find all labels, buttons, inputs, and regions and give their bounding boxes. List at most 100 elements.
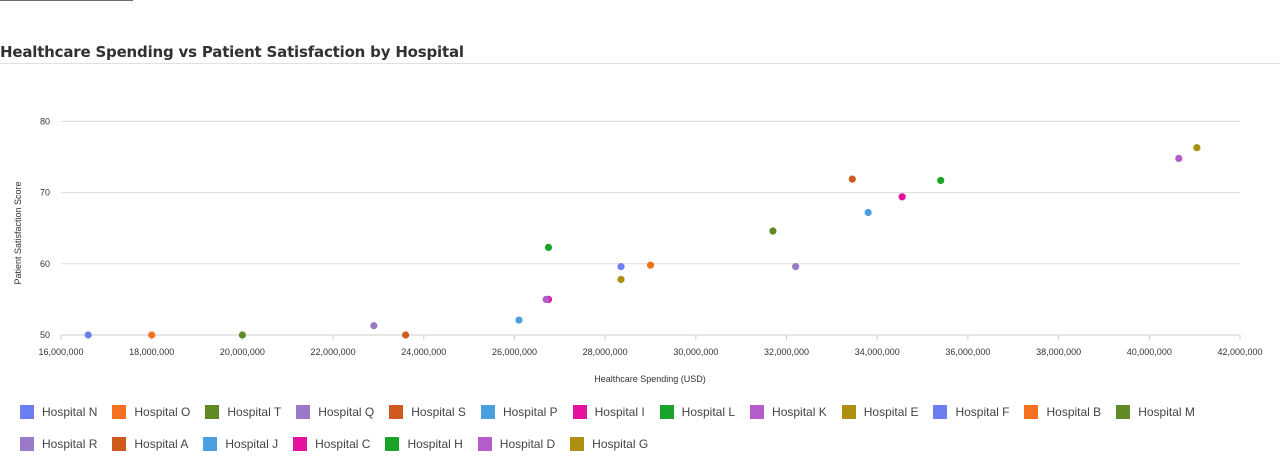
legend-swatch [112,405,127,419]
y-tick-label: 60 [40,259,50,269]
legend-swatch [480,405,495,419]
top-divider [0,0,133,1]
legend-item[interactable]: Hospital B [1024,405,1101,419]
axes: 50 60 70 80 16,000,000 18,000,000 20,000,000 22… [38,116,1262,357]
x-tick-label: 38,000,000 [1036,347,1081,357]
data-point[interactable] [402,331,410,339]
legend-swatch [570,437,585,451]
legend-swatch [203,437,218,451]
x-axis-label: Healthcare Spending (USD) [594,374,706,384]
legend-item[interactable]: Hospital G [570,437,648,451]
x-tick-label: 20,000,000 [220,347,265,357]
legend-swatch [20,405,34,419]
x-tick-label: 32,000,000 [764,347,809,357]
data-point[interactable] [792,263,800,271]
x-tick-label: 28,000,000 [583,347,628,357]
legend-item[interactable]: Hospital M [1116,405,1195,419]
x-tick-label: 16,000,000 [38,347,83,357]
data-point[interactable] [148,331,156,339]
x-tick-label: 22,000,000 [311,347,356,357]
legend-swatch [389,405,404,419]
legend-item[interactable]: Hospital T [205,405,281,419]
legend-label: Hospital B [1046,405,1102,419]
legend-label: Hospital Q [318,405,375,419]
legend-label: Hospital C [315,437,371,451]
legend-label: Hospital O [134,405,191,419]
data-point[interactable] [515,316,523,324]
data-points [84,144,1201,339]
legend-label: Hospital N [42,405,98,419]
data-point[interactable] [1193,144,1201,152]
legend-item[interactable]: Hospital A [112,437,188,451]
legend-item[interactable]: Hospital E [841,405,919,419]
x-tick-label: 18,000,000 [129,347,174,357]
legend-swatch [477,437,492,451]
x-tick-label: 34,000,000 [855,347,900,357]
legend-label: Hospital E [863,405,919,419]
data-point[interactable] [617,263,625,271]
legend-item[interactable]: Hospital H [385,437,463,451]
legend-row: Hospital N Hospital O Hospital T Hospital Q… [20,396,1270,428]
data-point[interactable] [848,175,856,183]
legend-swatch [750,405,765,419]
legend: Hospital N Hospital O Hospital T Hospital Q… [20,396,1270,460]
gridlines [61,120,1240,336]
legend-item[interactable]: Hospital C [293,437,370,451]
legend-item[interactable]: Hospital R [20,437,97,451]
data-point[interactable] [84,331,92,339]
legend-swatch [385,437,400,451]
legend-item[interactable]: Hospital Q [296,405,374,419]
data-point[interactable] [864,208,872,217]
legend-swatch [1024,405,1039,419]
legend-row: Hospital R Hospital A Hospital J Hospital C… [20,428,1270,460]
legend-label: Hospital A [134,437,189,451]
legend-swatch [296,405,311,419]
data-point[interactable] [898,193,906,201]
legend-swatch [293,437,308,451]
y-tick-label: 50 [40,330,50,340]
legend-label: Hospital I [594,405,645,419]
data-point[interactable] [617,275,625,284]
legend-label: Hospital T [227,405,282,419]
x-tick-label: 24,000,000 [401,347,446,357]
x-tick-label: 40,000,000 [1127,347,1172,357]
y-tick-label: 70 [40,188,50,198]
legend-label: Hospital H [407,437,463,451]
legend-label: Hospital F [955,405,1010,419]
legend-swatch [205,405,220,419]
legend-item[interactable]: Hospital N [20,405,97,419]
data-point[interactable] [542,295,550,303]
title-divider [0,63,1280,64]
legend-label: Hospital D [499,437,556,451]
x-tick-label: 36,000,000 [945,347,990,357]
legend-item[interactable]: Hospital P [480,405,558,419]
data-point[interactable] [238,331,246,339]
legend-label: Hospital S [411,405,466,419]
y-axis-label: Patient Satisfaction Score [13,181,23,284]
legend-swatch [572,405,587,419]
data-point[interactable] [370,322,378,330]
legend-label: Hospital J [225,437,279,451]
legend-swatch [20,437,34,451]
data-point[interactable] [544,243,553,252]
legend-label: Hospital L [681,405,736,419]
data-point[interactable] [937,176,945,185]
legend-item[interactable]: Hospital I [572,405,645,419]
legend-item[interactable]: Hospital S [389,405,466,419]
legend-item[interactable]: Hospital K [750,405,827,419]
legend-item[interactable]: Hospital J [203,437,278,451]
legend-label: Hospital G [592,437,649,451]
legend-label: Hospital R [42,437,98,451]
legend-item[interactable]: Hospital L [659,405,736,419]
data-point[interactable] [646,261,655,269]
legend-swatch [659,405,674,419]
legend-label: Hospital M [1138,405,1195,419]
data-point[interactable] [769,227,777,235]
data-point[interactable] [1175,154,1183,162]
legend-item[interactable]: Hospital O [112,405,190,419]
legend-item[interactable]: Hospital F [933,405,1009,419]
legend-swatch [841,405,856,419]
scatter-chart: 50 60 70 80 16,000,000 18,000,000 20,000,000 22… [13,116,1263,384]
legend-item[interactable]: Hospital D [477,437,556,451]
legend-swatch [112,437,127,451]
